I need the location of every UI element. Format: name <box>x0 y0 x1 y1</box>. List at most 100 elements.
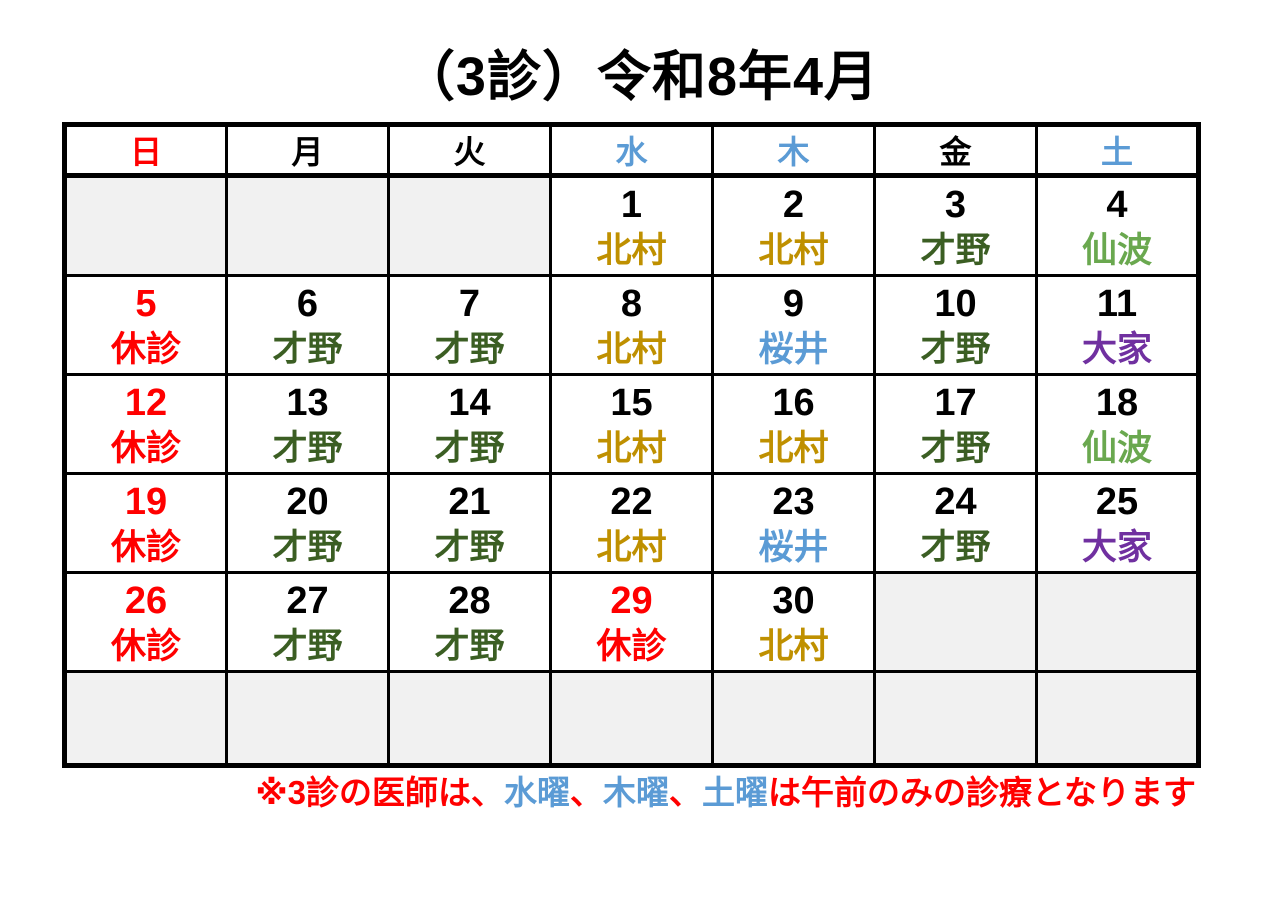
day-cell-7: 7 才野 <box>387 274 552 377</box>
doctor-name: 才野 <box>434 528 505 568</box>
doctor-name: 休診 <box>110 330 181 370</box>
week-row-3: 12 休診 13 才野 14 才野 15 北村 16 北村 17 才野 18 仙波 <box>63 373 1200 476</box>
doctor-name: 才野 <box>272 528 343 568</box>
day-cell-22: 22 北村 <box>549 472 714 575</box>
footer-segment-2: 水曜 <box>503 774 570 812</box>
weekday-header-木: 木 <box>711 123 876 179</box>
doctor-name: 大家 <box>1081 528 1152 568</box>
day-number: 23 <box>772 481 815 524</box>
doctor-name: 才野 <box>272 627 343 667</box>
day-cell-14: 14 才野 <box>387 373 552 476</box>
doctor-name: 才野 <box>920 528 991 568</box>
doctor-name: 大家 <box>1081 330 1152 370</box>
day-cell-19: 19 休診 <box>63 472 228 575</box>
doctor-name: 休診 <box>110 528 181 568</box>
doctor-name: 北村 <box>596 429 667 469</box>
page-title: （3診）令和8年4月 <box>400 47 880 107</box>
doctor-name: 北村 <box>758 429 829 469</box>
day-number: 8 <box>620 283 643 326</box>
day-number: 9 <box>782 283 805 326</box>
day-cell-25: 25 大家 <box>1035 472 1200 575</box>
weekday-header-日: 日 <box>63 123 228 179</box>
day-number: 19 <box>124 481 168 524</box>
day-cell-17: 17 才野 <box>873 373 1038 476</box>
empty-cell <box>225 670 390 768</box>
empty-cell <box>711 670 876 768</box>
weekday-header-土: 土 <box>1035 123 1200 179</box>
empty-cell <box>549 670 714 768</box>
day-number: 4 <box>1106 184 1128 227</box>
week-row-4: 19 休診 20 才野 21 才野 22 北村 23 桜井 24 才野 25 大家 <box>63 472 1200 575</box>
doctor-name: 北村 <box>758 627 829 667</box>
day-cell-24: 24 才野 <box>873 472 1038 575</box>
doctor-name: 休診 <box>110 429 181 469</box>
doctor-name: 才野 <box>434 627 505 667</box>
day-number: 30 <box>772 580 815 623</box>
calendar-table: 日月火水木金土 1 北村 2 北村 3 才野 4 仙波 5 休診 6 才野 7 才野 8 北村 9 桜井 10 才野 1… <box>62 122 1201 769</box>
day-number: 15 <box>610 382 653 425</box>
doctor-name: 北村 <box>596 330 667 370</box>
empty-cell <box>63 670 228 768</box>
day-cell-23: 23 桜井 <box>711 472 876 575</box>
day-number: 24 <box>934 481 977 524</box>
day-cell-12: 12 休診 <box>63 373 228 476</box>
day-cell-3: 3 才野 <box>873 174 1038 278</box>
calendar-weekday-header: 日月火水木金土 <box>63 123 1200 179</box>
weekday-header-金: 金 <box>873 123 1038 179</box>
footer-segment-7: は午前のみの診療となります <box>767 774 1196 812</box>
weekday-header-月: 月 <box>225 123 390 179</box>
weekday-header-火: 火 <box>387 123 552 179</box>
doctor-name: 休診 <box>596 627 667 667</box>
doctor-name: 仙波 <box>1081 231 1152 271</box>
week-row-2: 5 休診 6 才野 7 才野 8 北村 9 桜井 10 才野 11 大家 <box>63 274 1200 377</box>
doctor-name: 桜井 <box>758 330 829 370</box>
calendar-body: 1 北村 2 北村 3 才野 4 仙波 5 休診 6 才野 7 才野 8 北村 9 桜井 10 才野 11 大家 12 休診 1… <box>63 174 1200 768</box>
footer-segment-3: 、 <box>569 774 603 812</box>
day-cell-29: 29 休診 <box>549 571 714 674</box>
empty-cell <box>1035 670 1200 768</box>
day-cell-13: 13 才野 <box>225 373 390 476</box>
footer-segment-6: 土曜 <box>701 774 768 812</box>
day-cell-30: 30 北村 <box>711 571 876 674</box>
day-number: 1 <box>620 184 643 227</box>
day-number: 21 <box>448 481 491 524</box>
day-number: 6 <box>296 283 319 326</box>
footer-note: ※3診の医師は、水曜、木曜、土曜は午前のみの診療となります <box>62 772 1196 815</box>
day-number: 27 <box>286 580 329 623</box>
day-cell-26: 26 休診 <box>63 571 228 674</box>
doctor-name: 才野 <box>920 231 991 271</box>
day-number: 20 <box>286 481 329 524</box>
day-number: 28 <box>448 580 491 623</box>
day-number: 14 <box>448 382 491 425</box>
day-number: 13 <box>286 382 329 425</box>
day-cell-9: 9 桜井 <box>711 274 876 377</box>
day-cell-10: 10 才野 <box>873 274 1038 377</box>
week-row-1: 1 北村 2 北村 3 才野 4 仙波 <box>63 174 1200 278</box>
week-row-5: 26 休診 27 才野 28 才野 29 休診 30 北村 <box>63 571 1200 674</box>
empty-cell <box>387 670 552 768</box>
day-cell-6: 6 才野 <box>225 274 390 377</box>
day-number: 12 <box>124 382 168 425</box>
day-cell-2: 2 北村 <box>711 174 876 278</box>
day-number: 3 <box>944 184 967 227</box>
footer-segment-4: 木曜 <box>602 774 669 812</box>
footer-segment-1: ※3診の医師は、 <box>255 774 504 812</box>
day-cell-5: 5 休診 <box>63 274 228 377</box>
day-cell-15: 15 北村 <box>549 373 714 476</box>
doctor-name: 仙波 <box>1081 429 1152 469</box>
day-cell-20: 20 才野 <box>225 472 390 575</box>
footer-segment-5: 、 <box>668 774 702 812</box>
doctor-name: 才野 <box>272 330 343 370</box>
day-cell-27: 27 才野 <box>225 571 390 674</box>
empty-cell <box>387 174 552 278</box>
day-cell-4: 4 仙波 <box>1035 174 1200 278</box>
doctor-name: 才野 <box>434 330 505 370</box>
day-number: 11 <box>1096 283 1138 326</box>
day-number: 26 <box>124 580 168 623</box>
doctor-name: 才野 <box>920 330 991 370</box>
doctor-name: 北村 <box>758 231 829 271</box>
day-cell-11: 11 大家 <box>1035 274 1200 377</box>
day-number: 5 <box>135 283 157 326</box>
day-cell-21: 21 才野 <box>387 472 552 575</box>
